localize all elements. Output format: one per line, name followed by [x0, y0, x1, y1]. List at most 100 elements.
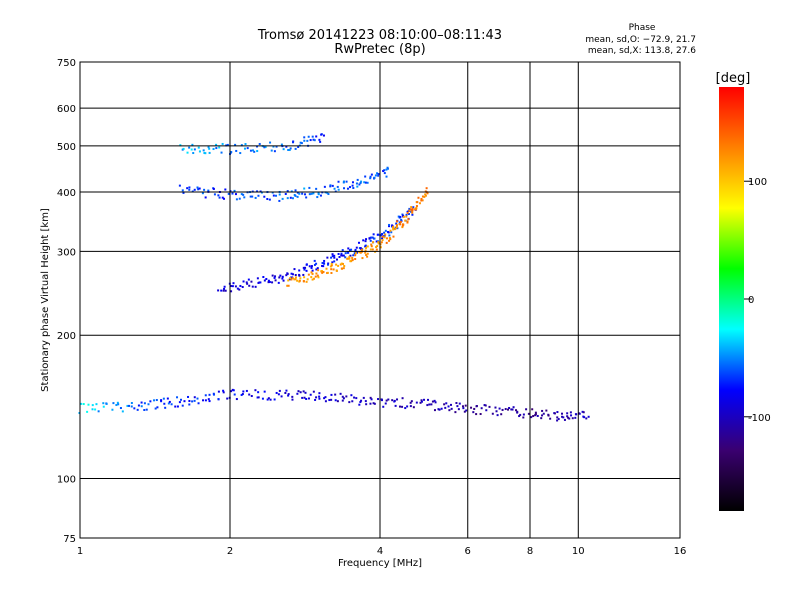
- data-point: [220, 151, 223, 154]
- data-point: [527, 412, 530, 415]
- data-point: [299, 141, 302, 144]
- data-point: [311, 135, 314, 138]
- data-point: [208, 393, 211, 396]
- data-point: [369, 248, 372, 251]
- data-point: [329, 265, 332, 268]
- data-point: [117, 403, 120, 406]
- data-point: [396, 398, 399, 401]
- data-point: [315, 262, 318, 265]
- data-point: [247, 278, 250, 281]
- data-point: [569, 411, 572, 414]
- data-point: [310, 271, 313, 274]
- data-point: [465, 409, 468, 412]
- data-point: [80, 402, 83, 405]
- data-point: [308, 265, 311, 268]
- data-point: [251, 285, 254, 288]
- data-point: [145, 408, 148, 411]
- stats-line-x: mean, sd,X: 113.8, 27.6: [588, 46, 696, 56]
- data-point: [293, 268, 296, 271]
- data-point: [328, 399, 331, 402]
- data-point: [518, 415, 521, 418]
- data-point: [285, 274, 288, 277]
- data-point: [267, 279, 270, 282]
- data-point: [179, 398, 182, 401]
- data-point: [303, 268, 306, 271]
- data-point: [253, 150, 256, 153]
- data-point: [340, 262, 343, 265]
- data-point: [426, 404, 429, 407]
- colorbar-tick-label: -100: [748, 413, 771, 424]
- data-point: [370, 398, 373, 401]
- data-point: [420, 400, 423, 403]
- data-point: [368, 237, 371, 240]
- data-point: [516, 410, 519, 413]
- data-point: [348, 401, 351, 404]
- data-point: [386, 166, 389, 169]
- data-point: [319, 140, 322, 143]
- data-point: [553, 412, 556, 415]
- data-point: [366, 245, 369, 248]
- data-point: [359, 251, 362, 254]
- data-point: [383, 231, 386, 234]
- data-point: [294, 278, 297, 281]
- data-point: [323, 259, 326, 262]
- data-point: [405, 213, 408, 216]
- data-point: [530, 416, 533, 419]
- data-point: [296, 191, 299, 194]
- data-point: [563, 418, 566, 421]
- data-point: [382, 170, 385, 173]
- data-point: [287, 148, 290, 151]
- data-points: [78, 133, 590, 422]
- data-point: [384, 229, 387, 232]
- data-point: [121, 410, 124, 413]
- data-point: [230, 390, 233, 393]
- data-point: [280, 143, 283, 146]
- data-point: [388, 225, 391, 228]
- data-point: [310, 266, 313, 269]
- x-tick-label: 4: [377, 546, 383, 557]
- data-point: [313, 139, 316, 142]
- data-point: [238, 197, 241, 200]
- data-point: [179, 144, 182, 147]
- data-point: [424, 193, 427, 196]
- data-point: [381, 232, 384, 235]
- data-point: [182, 191, 185, 194]
- data-point: [357, 241, 360, 244]
- data-point: [232, 282, 235, 285]
- data-point: [167, 402, 170, 405]
- data-point: [246, 147, 249, 150]
- data-point: [360, 248, 363, 251]
- data-point: [575, 413, 578, 416]
- data-point: [370, 173, 373, 176]
- data-point: [330, 393, 333, 396]
- data-point: [375, 240, 378, 243]
- data-point: [307, 397, 310, 400]
- data-point: [204, 196, 207, 199]
- data-point: [350, 394, 353, 397]
- data-point: [231, 388, 234, 391]
- data-point: [394, 228, 397, 231]
- data-point: [359, 181, 362, 184]
- data-point: [522, 413, 525, 416]
- data-point: [337, 252, 340, 255]
- data-point: [102, 405, 105, 408]
- data-point: [256, 145, 259, 148]
- data-point: [290, 272, 293, 275]
- data-point: [323, 185, 326, 188]
- data-point: [375, 246, 378, 249]
- data-point: [423, 195, 426, 198]
- data-point: [540, 417, 543, 420]
- data-point: [235, 398, 238, 401]
- colorbar-ticks: 100 0 -100: [744, 177, 771, 424]
- data-point: [160, 400, 163, 403]
- data-point: [480, 407, 483, 410]
- data-point: [448, 409, 451, 412]
- data-point: [406, 405, 409, 408]
- data-point: [362, 396, 365, 399]
- data-point: [418, 202, 421, 205]
- data-point: [366, 252, 369, 255]
- data-point: [373, 237, 376, 240]
- data-point: [336, 400, 339, 403]
- data-point: [323, 397, 326, 400]
- data-point: [508, 406, 511, 409]
